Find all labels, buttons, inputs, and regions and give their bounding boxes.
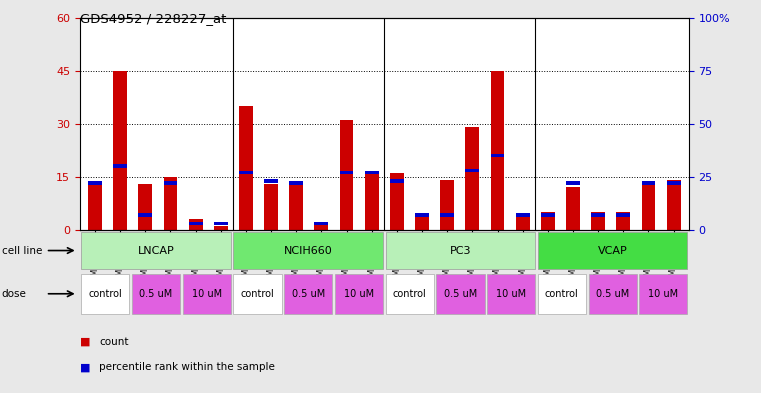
Bar [214,226,228,230]
Text: NCIH660: NCIH660 [284,246,333,255]
Bar [616,213,630,217]
Bar [390,179,404,183]
Text: control: control [393,289,427,299]
Bar [132,274,180,314]
Bar [642,182,655,185]
Bar [239,106,253,230]
Text: 10 uM: 10 uM [344,289,374,299]
Bar [314,222,328,225]
Bar [588,274,637,314]
Bar [516,216,530,230]
Bar [88,184,102,230]
Bar [314,223,328,230]
Bar [487,274,535,314]
Text: 0.5 uM: 0.5 uM [139,289,173,299]
Bar [139,184,152,230]
Bar [183,274,231,314]
Bar [264,184,278,230]
Bar [390,173,404,230]
Text: LNCAP: LNCAP [138,246,174,255]
Text: 0.5 uM: 0.5 uM [444,289,477,299]
Text: VCAP: VCAP [597,246,628,255]
Bar [81,274,129,314]
Text: 10 uM: 10 uM [496,289,526,299]
Bar [289,182,303,185]
Bar [466,127,479,230]
Bar [339,120,354,230]
Bar [234,274,282,314]
Bar [566,182,580,185]
Text: control: control [240,289,275,299]
Text: percentile rank within the sample: percentile rank within the sample [99,362,275,373]
Bar [541,212,555,230]
Bar [441,213,454,217]
Bar [335,274,383,314]
Bar [566,187,580,230]
Text: control: control [88,289,123,299]
Bar [616,212,630,230]
Bar [639,274,687,314]
Bar [365,171,379,174]
Bar [415,216,429,230]
Bar [189,222,202,225]
Bar [139,213,152,217]
Bar [365,173,379,230]
Text: cell line: cell line [2,246,42,255]
Bar [81,232,231,269]
Bar [189,219,202,230]
Bar [642,184,655,230]
Bar [113,164,127,168]
Text: 0.5 uM: 0.5 uM [596,289,629,299]
Bar [591,213,605,217]
Bar [239,171,253,174]
Bar [113,71,127,230]
Bar [491,71,505,230]
Text: 10 uM: 10 uM [648,289,678,299]
Bar [667,182,680,185]
Bar [264,179,278,183]
Text: GDS4952 / 228227_at: GDS4952 / 228227_at [80,12,226,25]
Bar [667,180,680,230]
Bar [441,180,454,230]
Bar [466,169,479,172]
Bar [516,213,530,217]
Bar [88,182,102,185]
Text: 10 uM: 10 uM [192,289,221,299]
Bar [164,182,177,185]
Bar [436,274,485,314]
Text: ■: ■ [80,337,91,347]
Bar [538,232,687,269]
Bar [591,212,605,230]
Bar [491,154,505,157]
Text: count: count [99,337,129,347]
Bar [284,274,333,314]
Bar [386,274,434,314]
Text: dose: dose [2,289,27,299]
Text: ■: ■ [80,362,91,373]
Text: PC3: PC3 [450,246,471,255]
Bar [214,222,228,225]
Bar [541,213,555,217]
Text: control: control [545,289,579,299]
Bar [234,232,383,269]
Bar [164,177,177,230]
Text: 0.5 uM: 0.5 uM [291,289,325,299]
Bar [289,184,303,230]
Bar [415,213,429,217]
Bar [386,232,535,269]
Bar [339,171,354,174]
Bar [538,274,586,314]
